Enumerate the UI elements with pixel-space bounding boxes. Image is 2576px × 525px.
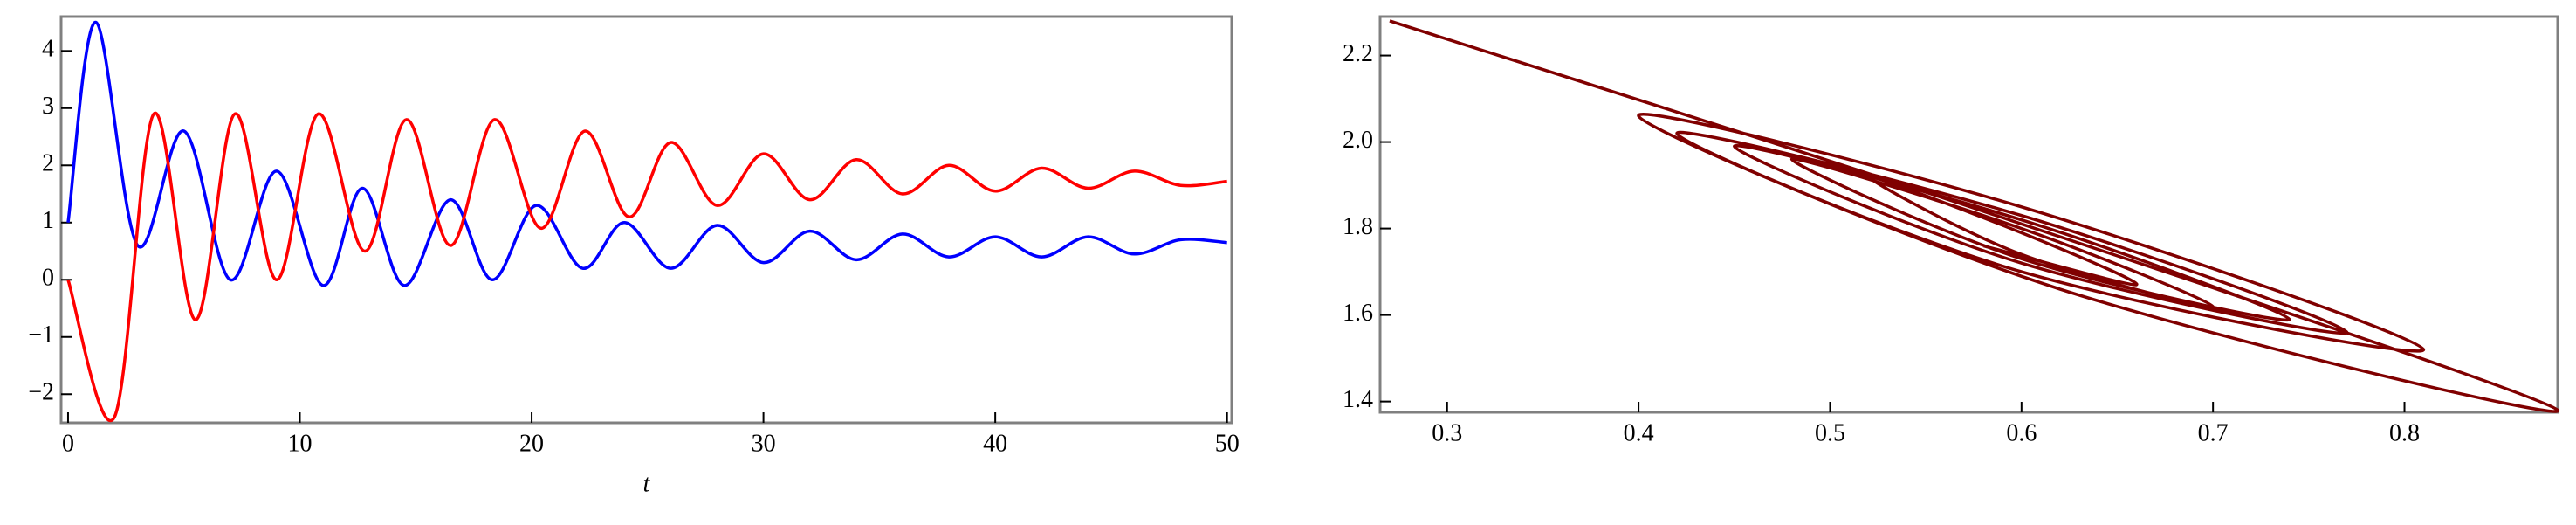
curve: [66, 111, 1227, 422]
y-tick-label: 1: [42, 207, 54, 234]
plot-frame: [1378, 15, 2559, 414]
x-tick-label: 0.3: [1432, 419, 1462, 446]
y-tick-label: 3: [42, 93, 54, 120]
curve: [1389, 19, 2559, 413]
x-tick-label: 0: [62, 430, 74, 457]
y-tick-label: 0: [42, 265, 54, 292]
x-tick-label: 0.4: [1624, 419, 1654, 446]
y-tick-label: 2.2: [1343, 40, 1373, 67]
plot-frame: [59, 15, 1233, 425]
y-tick-label: −2: [28, 379, 54, 406]
x-tick-label: 0.6: [2006, 419, 2037, 446]
x-tick-label: 0.5: [1815, 419, 1845, 446]
y-tick-label: 1.4: [1343, 386, 1373, 413]
x-tick-label: 50: [1215, 430, 1240, 457]
curve: [66, 20, 1227, 287]
x-tick-label: 0.7: [2198, 419, 2229, 446]
x-tick-label: 20: [519, 430, 544, 457]
x-tick-label: 10: [288, 430, 313, 457]
x-tick-label: 0.8: [2389, 419, 2420, 446]
y-tick-label: 1.8: [1343, 213, 1373, 240]
y-tick-label: 2.0: [1343, 127, 1373, 154]
x-tick-label: 40: [983, 430, 1007, 457]
y-tick-label: −1: [28, 321, 54, 349]
x-axis-label: t: [643, 470, 651, 497]
x-tick-label: 30: [752, 430, 776, 457]
y-tick-label: 1.6: [1343, 300, 1373, 327]
y-tick-label: 4: [42, 36, 54, 63]
y-tick-label: 2: [42, 150, 54, 177]
